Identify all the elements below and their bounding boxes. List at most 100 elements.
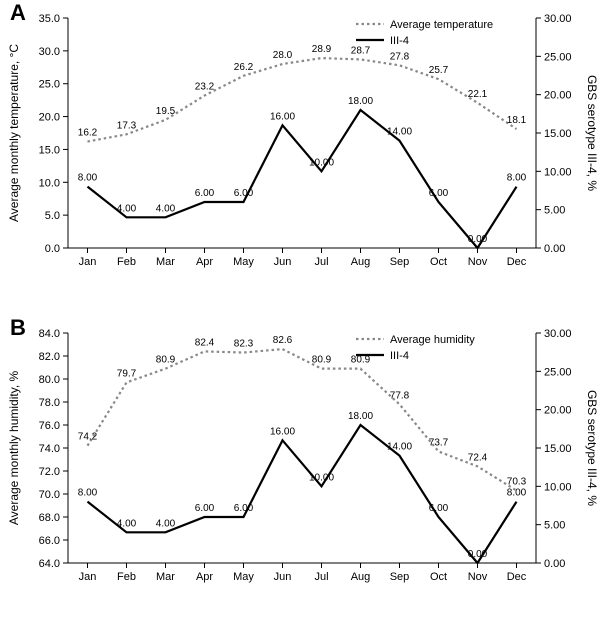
solid-data-label: 8.00 [78,488,98,499]
dotted-series [88,58,517,141]
legend-dotted: Average temperature [390,19,493,31]
solid-data-label: 14.00 [387,442,412,453]
dotted-data-label: 82.4 [195,337,215,348]
right-tick-label: 5.00 [544,520,565,532]
month-label: Oct [430,571,447,583]
month-label: Sep [390,571,410,583]
right-tick-label: 15.00 [544,128,572,140]
right-tick-label: 10.00 [544,481,572,493]
dotted-data-label: 82.6 [273,335,293,346]
solid-data-label: 6.00 [195,188,215,199]
solid-data-label: 6.00 [429,503,449,514]
legend-dotted: Average humidity [390,334,475,346]
solid-data-label: 16.00 [270,426,295,437]
solid-data-label: 8.00 [507,173,527,184]
panel-b: B64.066.068.070.072.074.076.078.080.082.… [0,315,600,600]
dotted-data-label: 17.3 [117,120,137,131]
solid-data-label: 8.00 [78,173,98,184]
month-label: Feb [117,571,136,583]
month-label: Sep [390,256,410,268]
right-tick-label: 10.00 [544,166,572,178]
dotted-data-label: 72.4 [468,452,488,463]
left-axis-title: Average monthly humidity, % [7,371,21,526]
month-label: May [233,256,254,268]
solid-data-label: 18.00 [348,411,373,422]
dotted-data-label: 28.7 [351,45,371,56]
dotted-series [88,349,517,490]
legend-solid: III-4 [390,350,409,362]
left-tick-label: 84.0 [39,328,60,340]
left-tick-label: 5.0 [45,210,60,222]
month-label: Mar [156,571,175,583]
left-tick-label: 25.0 [39,79,60,91]
right-tick-label: 15.00 [544,443,572,455]
dotted-data-label: 80.9 [312,355,332,366]
dotted-data-label: 74.2 [78,432,98,443]
dotted-data-label: 26.2 [234,62,254,73]
dotted-data-label: 18.1 [507,115,527,126]
left-tick-label: 20.0 [39,112,60,124]
left-tick-label: 30.0 [39,46,60,58]
dotted-data-label: 23.2 [195,82,215,93]
left-tick-label: 64.0 [39,558,60,570]
solid-data-label: 4.00 [117,518,137,529]
month-label: Jul [314,571,328,583]
month-label: Jan [79,256,97,268]
dotted-data-label: 27.8 [390,51,410,62]
left-axis-title: Average monthly temperature, °C [7,44,21,222]
month-label: Aug [351,256,371,268]
right-tick-label: 5.00 [544,205,565,217]
right-tick-label: 0.00 [544,243,565,255]
right-tick-label: 0.00 [544,558,565,570]
left-tick-label: 78.0 [39,397,60,409]
right-tick-label: 30.00 [544,328,572,340]
dotted-data-label: 82.3 [234,339,254,350]
month-label: Dec [507,571,527,583]
solid-data-label: 6.00 [234,503,254,514]
month-label: Oct [430,256,447,268]
left-tick-label: 76.0 [39,420,60,432]
right-tick-label: 30.00 [544,13,572,25]
solid-data-label: 4.00 [117,203,137,214]
legend-solid: III-4 [390,35,409,47]
chart-svg: 64.066.068.070.072.074.076.078.080.082.0… [0,315,600,600]
month-label: Dec [507,256,527,268]
left-tick-label: 82.0 [39,351,60,363]
solid-data-label: 14.00 [387,127,412,138]
month-label: Jan [79,571,97,583]
dotted-data-label: 22.1 [468,89,488,100]
dotted-data-label: 28.9 [312,44,332,55]
month-label: Jun [274,571,292,583]
right-tick-label: 25.00 [544,366,572,378]
month-label: Apr [196,571,213,583]
month-label: Jul [314,256,328,268]
left-tick-label: 15.0 [39,144,60,156]
solid-data-label: 16.00 [270,111,295,122]
month-label: Apr [196,256,213,268]
dotted-data-label: 80.9 [351,355,371,366]
month-label: Nov [468,571,488,583]
dotted-data-label: 73.7 [429,437,449,448]
month-label: May [233,571,254,583]
panel-a: A0.05.010.015.020.025.030.035.00.005.001… [0,0,600,285]
month-label: Feb [117,256,136,268]
right-tick-label: 25.00 [544,51,572,63]
solid-data-label: 6.00 [429,188,449,199]
solid-data-label: 4.00 [156,203,176,214]
left-tick-label: 0.0 [45,243,60,255]
dotted-data-label: 77.8 [390,390,410,401]
solid-series [88,110,517,248]
dotted-data-label: 79.7 [117,368,137,379]
left-tick-label: 74.0 [39,443,60,455]
left-tick-label: 35.0 [39,13,60,25]
solid-data-label: 6.00 [195,503,215,514]
right-tick-label: 20.00 [544,405,572,417]
solid-data-label: 8.00 [507,488,527,499]
solid-data-label: 18.00 [348,96,373,107]
dotted-data-label: 80.9 [156,355,176,366]
solid-data-label: 0.00 [468,549,488,560]
solid-data-label: 10.00 [309,472,334,483]
month-label: Aug [351,571,371,583]
solid-series [88,425,517,563]
solid-data-label: 0.00 [468,234,488,245]
